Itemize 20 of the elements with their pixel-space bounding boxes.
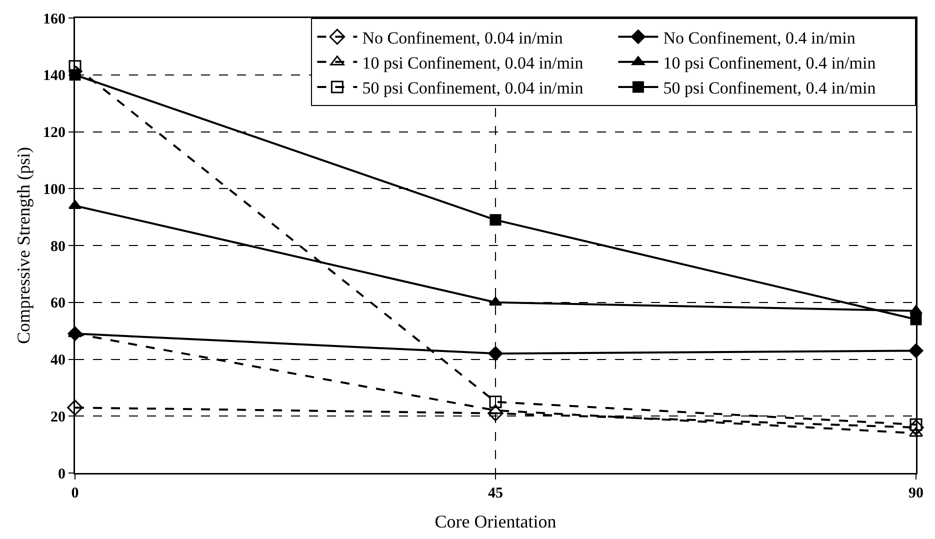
- y-tick-label: 20: [50, 409, 66, 426]
- x-tick-label: 45: [488, 486, 503, 502]
- y-axis-title: Compressive Strength (psi): [13, 147, 34, 344]
- x-axis-title: Core Orientation: [434, 511, 556, 532]
- legend-label: No Confinement, 0.04 in/min: [362, 28, 564, 48]
- y-tick-label: 100: [43, 182, 66, 198]
- y-tick-label: 80: [50, 238, 66, 255]
- y-tick-label: 40: [50, 352, 66, 368]
- legend-label: 10 psi Confinement, 0.04 in/min: [362, 53, 584, 72]
- y-tick-label: 120: [43, 125, 66, 141]
- x-tick-label: 0: [71, 486, 79, 502]
- x-tick-label: 90: [908, 486, 924, 502]
- y-tick-label: 140: [43, 68, 66, 84]
- legend-label: No Confinement, 0.4 in/min: [663, 28, 856, 48]
- y-tick-label: 0: [58, 466, 66, 482]
- legend-label: 50 psi Confinement, 0.04 in/min: [362, 78, 584, 98]
- legend-label: 10 psi Confinement, 0.4 in/min: [663, 53, 876, 72]
- y-tick-label: 160: [43, 11, 66, 28]
- legend-label: 50 psi Confinement, 0.4 in/min: [663, 78, 876, 98]
- y-tick-label: 60: [50, 296, 66, 312]
